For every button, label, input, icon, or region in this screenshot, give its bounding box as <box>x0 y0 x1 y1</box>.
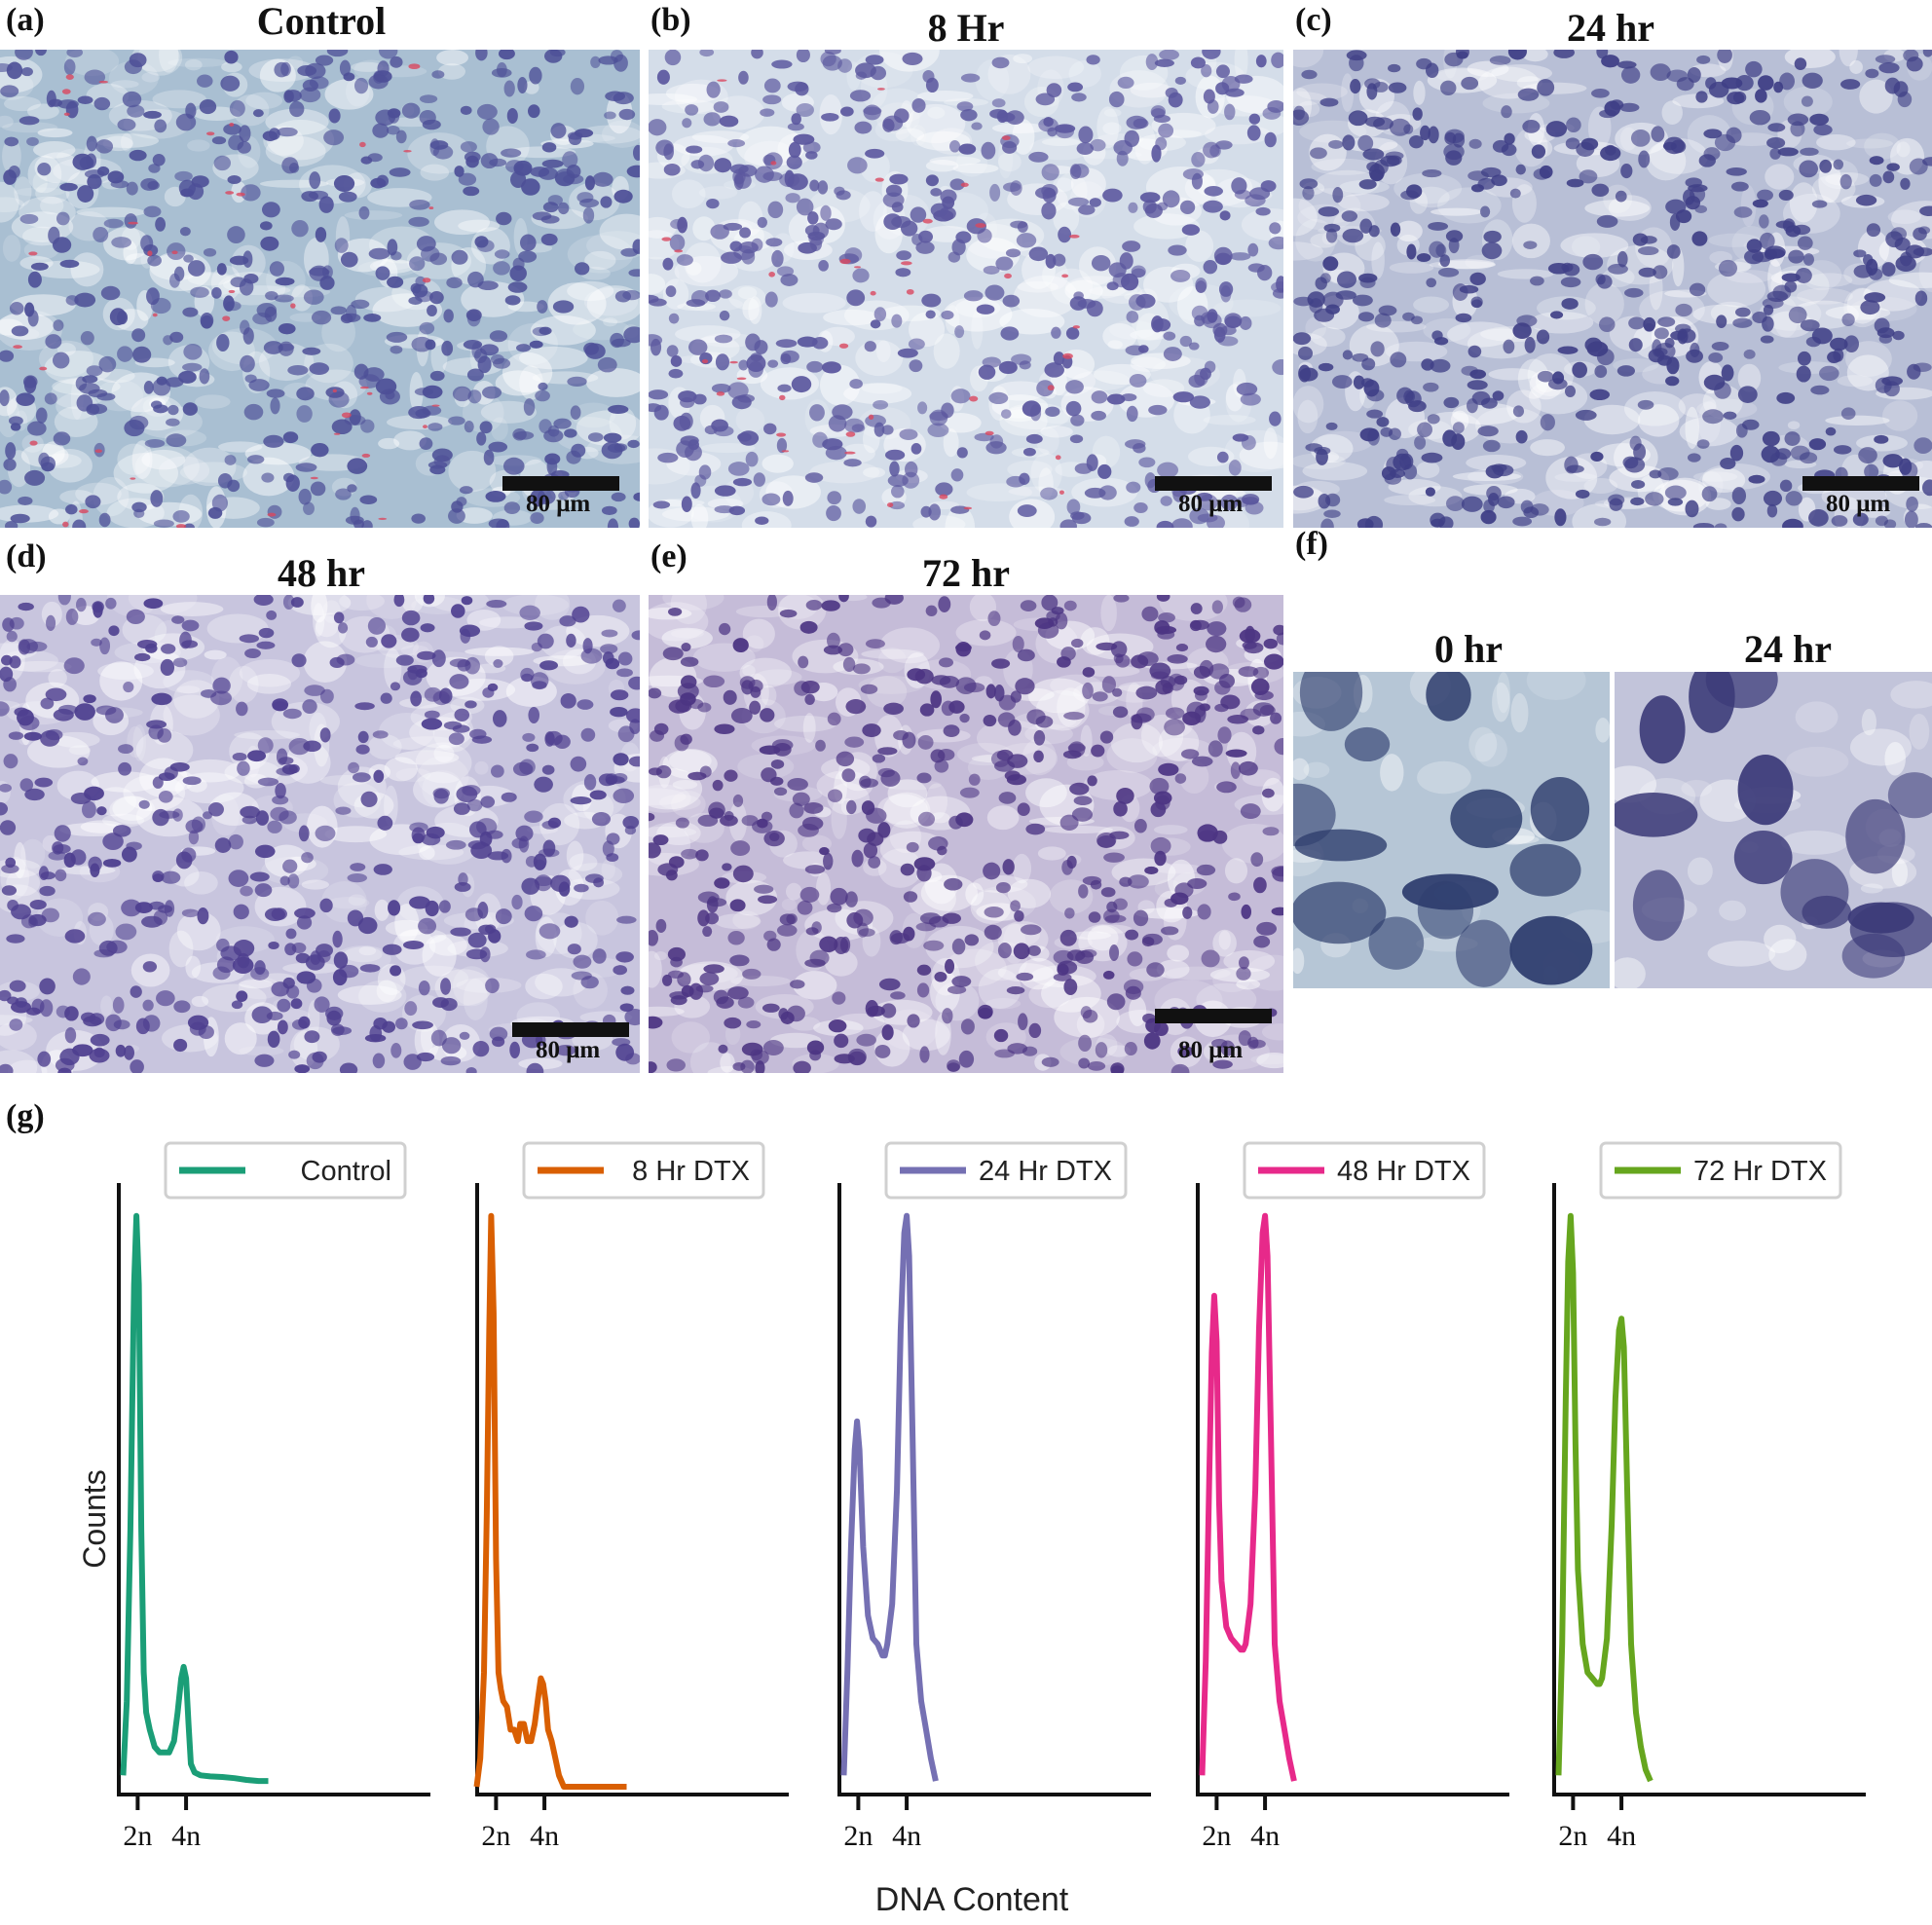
micrograph-control <box>0 50 640 528</box>
panel-title-c: 24 hr <box>1567 6 1654 50</box>
panel-letter-d: (d) <box>6 538 47 574</box>
legend: 24 Hr DTX <box>884 1141 1128 1200</box>
scale-bar <box>502 476 619 491</box>
inset-title-24hr: 24 hr <box>1744 627 1832 671</box>
legend-label: 8 Hr DTX <box>632 1156 750 1187</box>
legend-label: 24 Hr DTX <box>979 1156 1112 1187</box>
legend-label: 72 Hr DTX <box>1693 1156 1827 1187</box>
x-tick-label: 4n <box>892 1820 921 1852</box>
panel-letter-c: (c) <box>1295 2 1332 38</box>
x-axis-title: DNA Content <box>875 1881 1069 1918</box>
x-tick-label: 2n <box>123 1820 152 1852</box>
scale-label: 80 μm <box>1178 491 1244 517</box>
x-tick-label: 2n <box>481 1820 510 1852</box>
legend: Control <box>164 1141 407 1200</box>
micrograph-48hr <box>0 595 640 1073</box>
panel-title-a: Control <box>256 0 387 43</box>
inset-title-0hr: 0 hr <box>1434 627 1503 671</box>
panel-title-d: 48 hr <box>278 551 365 595</box>
scale-label: 80 μm <box>526 491 591 517</box>
legend-box <box>1599 1141 1842 1200</box>
micrograph-8hr <box>649 50 1283 528</box>
scale-bar <box>1802 476 1919 491</box>
legend-label: Control <box>301 1156 392 1187</box>
x-tick-label: 4n <box>530 1820 559 1852</box>
scale-label: 80 μm <box>536 1037 601 1063</box>
scale-bar <box>512 1022 629 1037</box>
x-tick-label: 2n <box>1202 1820 1231 1852</box>
micrograph-72hr <box>649 595 1283 1073</box>
panel-letter-a: (a) <box>6 2 45 38</box>
histogram-panel-4: 2n 4n 48 Hr DTX <box>1196 1141 1509 1852</box>
series-line <box>1199 1212 1297 1782</box>
y-axis-title: Counts <box>77 1469 112 1568</box>
legend: 72 Hr DTX <box>1599 1141 1842 1200</box>
inset-micrograph-24hr <box>1615 672 1932 988</box>
x-tick-label: 4n <box>1250 1820 1280 1852</box>
panel-letter-e: (e) <box>650 538 687 574</box>
micrograph-24hr <box>1293 50 1932 528</box>
scale-label: 80 μm <box>1178 1037 1244 1063</box>
panel-letter-b: (b) <box>650 2 691 38</box>
x-tick-label: 2n <box>843 1820 873 1852</box>
legend-box <box>1243 1141 1486 1200</box>
inset-micrograph-0hr <box>1293 672 1610 988</box>
histogram-panel-1: 2n 4n Control <box>117 1141 430 1852</box>
histogram-panel-2: 2n 4n 8 Hr DTX <box>473 1141 789 1852</box>
series-line <box>840 1212 939 1782</box>
series-line <box>1555 1212 1653 1783</box>
series-line <box>473 1212 627 1790</box>
panel-title-e: 72 hr <box>922 551 1010 595</box>
panel-letter-f: (f) <box>1295 526 1328 562</box>
x-tick-label: 4n <box>1607 1820 1636 1852</box>
series-line <box>120 1212 269 1785</box>
scale-bar <box>1155 476 1272 491</box>
legend: 48 Hr DTX <box>1243 1141 1486 1200</box>
panel-title-b: 8 Hr <box>927 6 1005 50</box>
scale-bar <box>1155 1009 1272 1023</box>
dna-content-charts: 2n 4n Control 2n 4n 8 Hr DTX 2n 4n 24 Hr DTX 2n 4n… <box>77 1141 1866 1918</box>
legend-box <box>884 1141 1128 1200</box>
x-tick-label: 2n <box>1558 1820 1587 1852</box>
scale-label: 80 μm <box>1826 491 1891 517</box>
legend-box <box>164 1141 407 1200</box>
legend-label: 48 Hr DTX <box>1337 1156 1470 1187</box>
panel-letter-g: (g) <box>6 1098 45 1134</box>
histogram-panel-3: 2n 4n 24 Hr DTX <box>837 1141 1151 1852</box>
x-tick-label: 4n <box>171 1820 201 1852</box>
legend-box <box>522 1141 765 1200</box>
legend: 8 Hr DTX <box>522 1141 765 1200</box>
histogram-panel-5: 2n 4n 72 Hr DTX <box>1552 1141 1866 1852</box>
